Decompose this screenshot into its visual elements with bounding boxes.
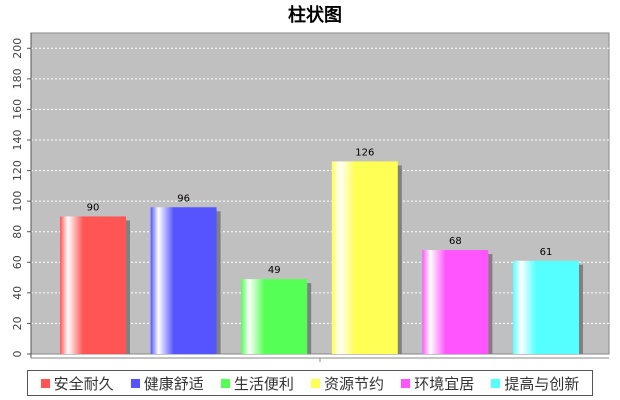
legend-item: 环境宜居 bbox=[401, 373, 474, 394]
legend-item: 提高与创新 bbox=[491, 373, 579, 394]
legend-label: 资源节约 bbox=[324, 374, 385, 393]
legend-swatch bbox=[401, 378, 411, 388]
bar-3 bbox=[241, 279, 308, 354]
y-tick-label: 160 bbox=[11, 99, 24, 120]
chart-title: 柱状图 bbox=[288, 4, 342, 26]
bar-4 bbox=[331, 161, 398, 354]
y-tick-label: 200 bbox=[11, 38, 24, 59]
y-tick-label: 0 bbox=[11, 351, 24, 358]
y-tick-label: 20 bbox=[11, 316, 24, 330]
y-tick-label: 120 bbox=[11, 160, 24, 181]
data-label: 68 bbox=[449, 236, 462, 247]
data-label: 49 bbox=[268, 265, 281, 276]
data-label: 96 bbox=[177, 193, 190, 204]
legend-item: 生活便利 bbox=[220, 373, 294, 394]
y-tick-label: 140 bbox=[11, 130, 24, 151]
data-label: 61 bbox=[540, 247, 553, 258]
y-tick-label: 60 bbox=[11, 255, 24, 269]
legend-label: 提高与创新 bbox=[504, 374, 580, 393]
y-tick-label: 80 bbox=[11, 225, 24, 239]
y-tick-label: 40 bbox=[11, 286, 24, 300]
bar-6 bbox=[513, 260, 579, 354]
legend-swatch bbox=[311, 378, 321, 388]
legend-swatch bbox=[130, 378, 140, 388]
legend-label: 健康舒适 bbox=[143, 374, 204, 393]
legend-swatch bbox=[491, 378, 501, 388]
data-labels: 90 96 49 126 68 61 bbox=[87, 147, 553, 276]
legend-label: 环境宜居 bbox=[414, 374, 475, 393]
bars bbox=[60, 161, 583, 354]
data-label: 126 bbox=[355, 147, 374, 158]
legend-item: 资源节约 bbox=[311, 373, 384, 394]
legend-label: 生活便利 bbox=[233, 374, 294, 393]
bar-2 bbox=[150, 207, 217, 354]
data-label: 90 bbox=[87, 202, 100, 213]
y-tick-label: 100 bbox=[11, 191, 24, 212]
legend-item: 健康舒适 bbox=[130, 373, 204, 394]
bar-1 bbox=[60, 216, 126, 354]
legend: 安全耐久 健康舒适 生活便利 资源节约 环境宜居 提高与创新 bbox=[27, 370, 593, 396]
legend-item: 安全耐久 bbox=[40, 373, 114, 394]
legend-label: 安全耐久 bbox=[53, 374, 114, 393]
y-axis: 0 20 40 60 80 100 120 140 160 180 200 bbox=[11, 33, 609, 362]
legend-swatch bbox=[40, 378, 50, 388]
bar-5 bbox=[422, 250, 489, 354]
y-tick-label: 180 bbox=[11, 68, 24, 89]
legend-swatch bbox=[220, 378, 230, 388]
